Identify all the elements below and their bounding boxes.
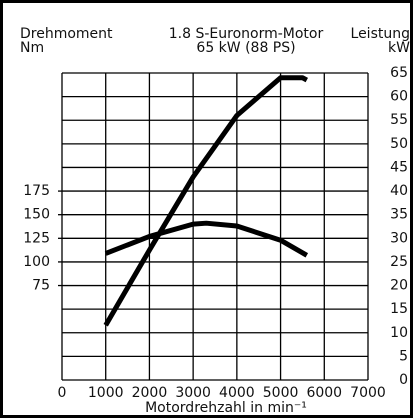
- x-tick-label: 2000: [132, 385, 168, 401]
- y2-tick-label: 45: [390, 159, 408, 175]
- y2-tick-label: 35: [390, 207, 408, 223]
- y2-tick-label: 40: [390, 183, 408, 199]
- y-unit: Nm: [20, 40, 44, 56]
- x-tick-label: 4000: [219, 385, 255, 401]
- y-tick-label: 100: [23, 254, 50, 270]
- y2-tick-label: 25: [390, 254, 408, 270]
- y2-tick-label: 60: [390, 89, 408, 105]
- y2-tick-label: 15: [390, 301, 408, 317]
- line: [104, 220, 309, 258]
- chart-subtitle: 65 kW (88 PS): [196, 40, 295, 56]
- y2-tick-label: 10: [390, 325, 408, 341]
- line: [103, 75, 308, 327]
- x-tick-label: 3000: [175, 385, 211, 401]
- chart-title: 1.8 S-Euronorm-Motor: [169, 26, 324, 42]
- y2-tick-label: 30: [390, 230, 408, 246]
- x-tick-label: 0: [58, 385, 67, 401]
- y2-tick-label: 0: [399, 372, 408, 388]
- y2-label: Leistung: [351, 26, 410, 42]
- x-tick-label: 7000: [350, 385, 386, 401]
- y2-tick-label: 50: [390, 136, 408, 152]
- y2-tick-label: 55: [390, 112, 408, 128]
- x-tick-label: 1000: [88, 385, 124, 401]
- y-label: Drehmoment: [20, 26, 113, 42]
- y2-unit: kW: [388, 40, 410, 56]
- y-tick-label: 150: [23, 207, 50, 223]
- y-tick-label: 175: [23, 183, 50, 199]
- y2-tick-label: 5: [399, 348, 408, 364]
- x-tick-label: 6000: [306, 385, 342, 401]
- y-tick-label: 75: [32, 278, 50, 294]
- x-label: Motordrehzahl in min⁻¹: [145, 400, 307, 416]
- y2-tick-label: 20: [390, 278, 408, 294]
- x-tick-label: 5000: [263, 385, 299, 401]
- y2-tick-label: 65: [390, 65, 408, 81]
- y-tick-label: 125: [23, 230, 50, 246]
